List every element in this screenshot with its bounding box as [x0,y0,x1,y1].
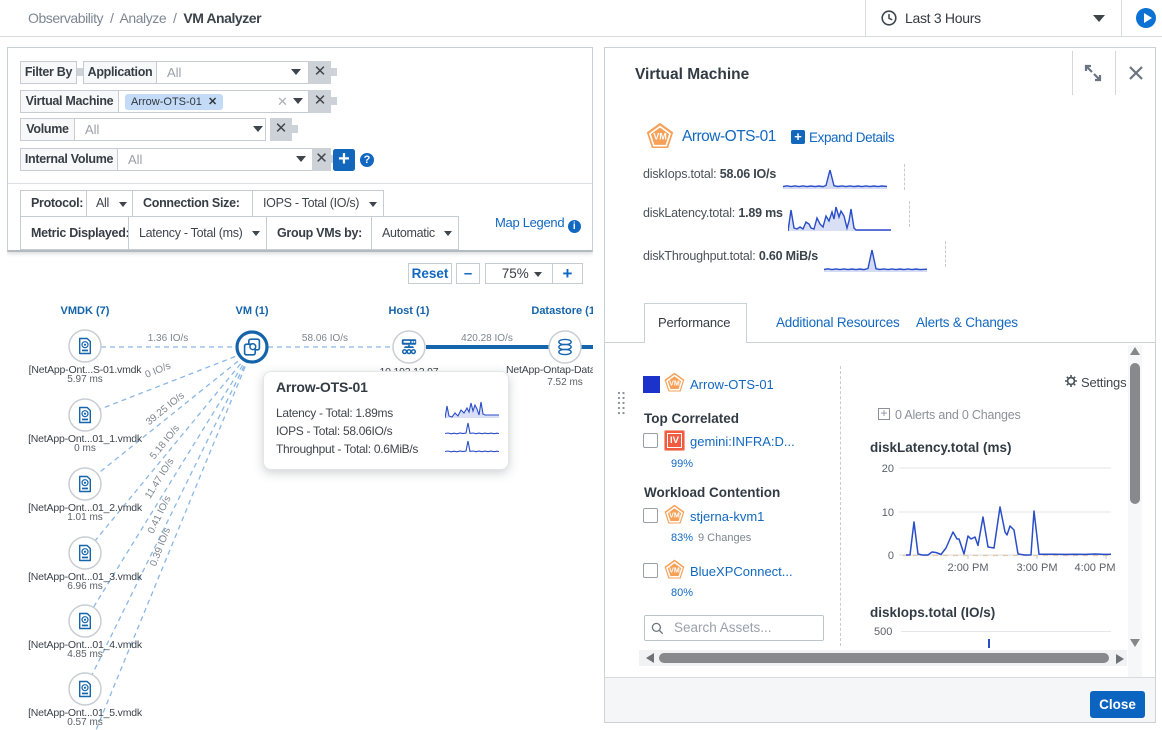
svg-text:[NetApp-Ont...01_1.vmdk: [NetApp-Ont...01_1.vmdk [28,433,143,445]
svg-text:Datastore (1): Datastore (1) [531,305,593,317]
svg-text:0: 0 [888,550,894,562]
svg-text:VM: VM [653,132,667,142]
svg-text:39.25 IO/s: 39.25 IO/s [144,390,187,428]
svg-text:VM: VM [669,567,680,575]
svg-text:Host (1): Host (1) [389,305,430,317]
svg-text:1.36 IO/s: 1.36 IO/s [148,333,189,344]
svg-text:2:00 PM: 2:00 PM [948,562,989,574]
svg-text:[NetApp-Ont...S-01.vmdk: [NetApp-Ont...S-01.vmdk [29,364,143,376]
svg-text:6.96 ms: 6.96 ms [67,581,103,592]
svg-text:4:00 PM: 4:00 PM [1075,562,1116,574]
svg-text:20: 20 [882,463,894,475]
svg-text:VM: VM [669,512,680,520]
svg-text:0 ms: 0 ms [74,443,96,454]
svg-text:11.47 IO/s: 11.47 IO/s [143,457,176,501]
svg-text:VMDK (7): VMDK (7) [61,305,110,317]
svg-text:420.28 IO/s: 420.28 IO/s [461,333,513,344]
svg-text:3:00 PM: 3:00 PM [1017,562,1058,574]
svg-text:VM (1): VM (1) [236,305,269,317]
svg-text:58.06 IO/s: 58.06 IO/s [302,333,348,344]
svg-text:0.57 ms: 0.57 ms [67,717,103,728]
svg-text:7.52 ms: 7.52 ms [547,377,583,388]
svg-text:NetApp-Ontap-Datastore: NetApp-Ontap-Datastore [506,364,593,376]
svg-text:4.85 ms: 4.85 ms [67,649,103,660]
svg-text:0 IO/s: 0 IO/s [144,361,173,381]
svg-text:1.01 ms: 1.01 ms [67,512,103,523]
svg-text:[NetApp-Ont...01_5.vmdk: [NetApp-Ont...01_5.vmdk [28,707,143,719]
svg-text:[NetApp-Ont...01_4.vmdk: [NetApp-Ont...01_4.vmdk [28,639,143,651]
svg-text:[NetApp-Ont...01_3.vmdk: [NetApp-Ont...01_3.vmdk [28,571,143,583]
svg-text:VM: VM [669,380,680,388]
svg-text:5.97 ms: 5.97 ms [67,374,103,385]
svg-text:[NetApp-Ont...01_2.vmdk: [NetApp-Ont...01_2.vmdk [28,502,143,514]
svg-text:10: 10 [882,507,894,519]
